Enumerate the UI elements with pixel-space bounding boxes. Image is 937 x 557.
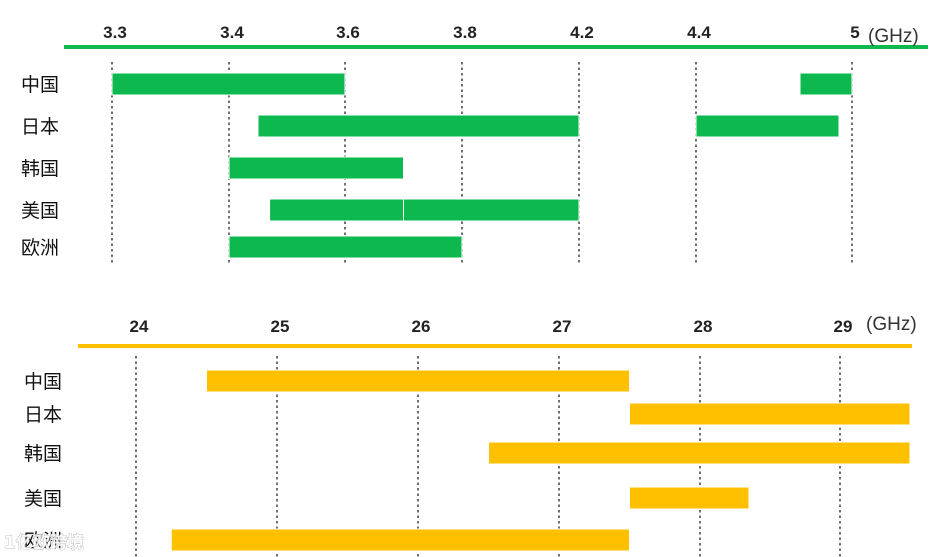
band-bar xyxy=(257,114,580,138)
x-tick-label: 3.3 xyxy=(103,23,127,42)
band-bar xyxy=(111,72,346,96)
category-label: 日本 xyxy=(21,116,59,138)
x-tick-label: 3.6 xyxy=(336,23,360,42)
watermark-text: 1亿欧跨境 xyxy=(4,532,84,553)
band-bar xyxy=(403,198,580,222)
category-label: 中国 xyxy=(24,371,62,393)
category-label: 韩国 xyxy=(24,443,62,465)
band-bar xyxy=(170,528,630,552)
axis-unit-label: (GHz) xyxy=(868,26,919,47)
x-tick-label: 4.4 xyxy=(687,23,711,42)
band-bar xyxy=(228,156,404,180)
x-tick-label: 25 xyxy=(271,317,290,336)
band-bar xyxy=(629,402,911,426)
category-label: 欧洲 xyxy=(24,530,62,552)
x-tick-label: 3.4 xyxy=(220,23,244,42)
x-tick-label: 5 xyxy=(850,23,859,42)
band-bar xyxy=(629,486,750,510)
x-tick-label: 24 xyxy=(130,317,149,336)
x-tick-label: 4.2 xyxy=(570,23,594,42)
band-bar xyxy=(269,198,404,222)
category-label: 日本 xyxy=(24,404,62,426)
x-tick-label: 27 xyxy=(553,317,572,336)
band-bar xyxy=(206,369,630,393)
category-label: 美国 xyxy=(21,200,59,222)
x-tick-label: 26 xyxy=(412,317,431,336)
x-tick-label: 29 xyxy=(834,317,853,336)
axis-unit-label: (GHz) xyxy=(866,314,917,335)
x-tick-label: 3.8 xyxy=(453,23,477,42)
band-bar xyxy=(695,114,840,138)
category-label: 欧洲 xyxy=(21,237,59,259)
category-label: 韩国 xyxy=(21,158,59,180)
band-bar xyxy=(488,441,911,465)
x-tick-label: 28 xyxy=(694,317,713,336)
category-label: 美国 xyxy=(24,488,62,510)
category-label: 中国 xyxy=(21,74,59,96)
band-bar xyxy=(228,235,463,259)
band-bar xyxy=(799,72,853,96)
